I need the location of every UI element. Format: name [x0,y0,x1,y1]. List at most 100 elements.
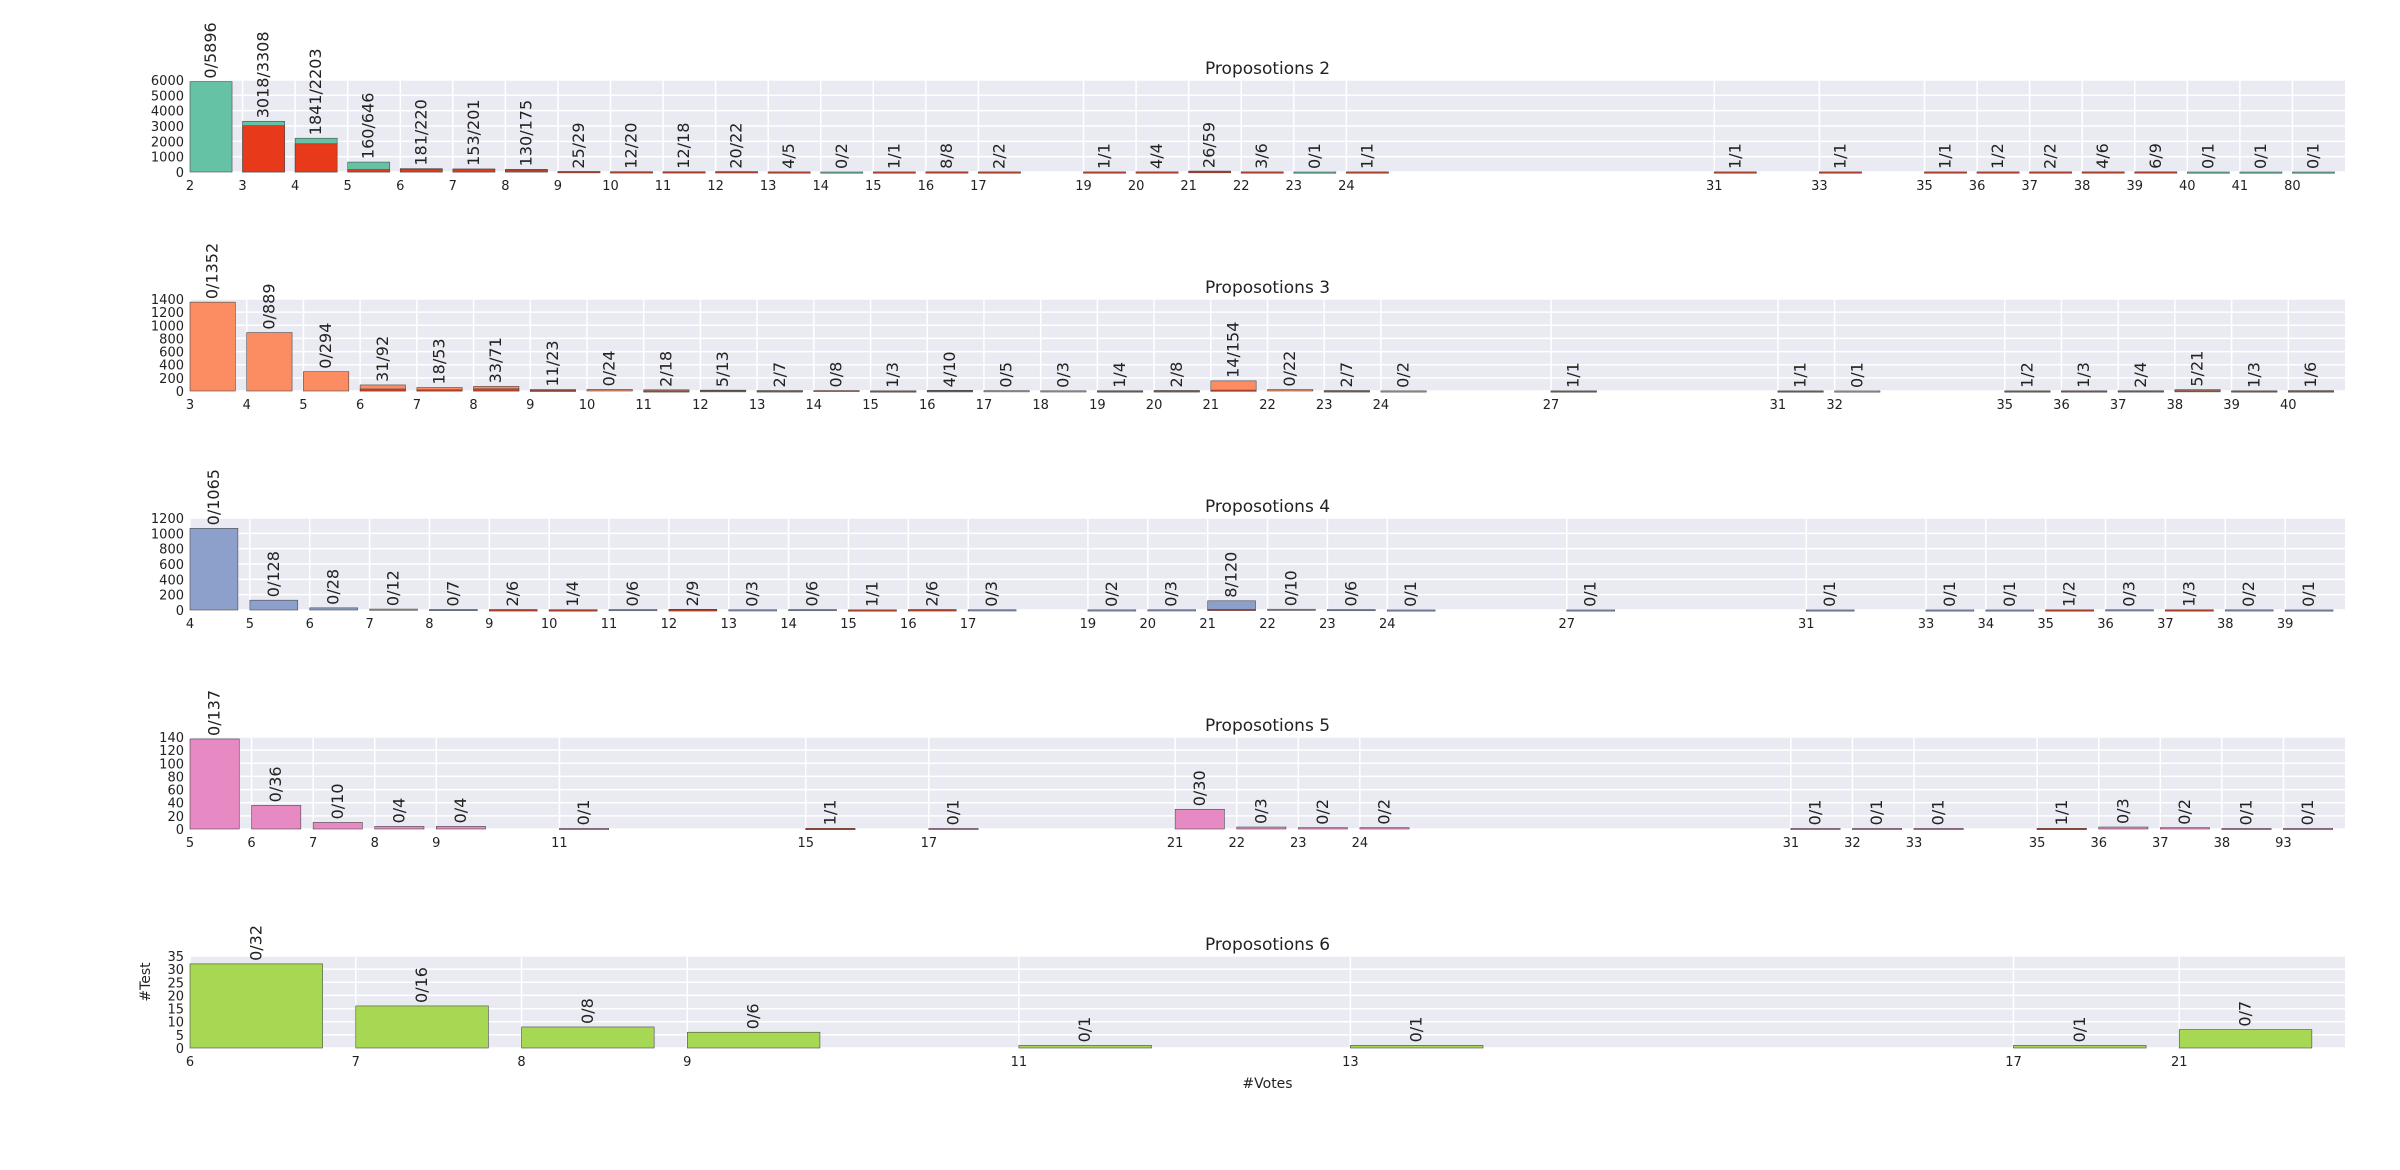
x-tick-label: 41 [2232,179,2249,194]
bar-part [1083,171,1126,174]
bar-label: 2/6 [503,581,522,607]
bar-label: 12/18 [674,123,693,169]
bar-label: 181/220 [411,99,430,165]
y-tick-label: 1000 [151,527,184,542]
x-tick-label: 15 [865,179,882,194]
bar-label: 0/1352 [203,243,222,299]
y-tick-label: 800 [159,543,184,558]
x-tick-label: 8 [501,179,509,194]
bar-label: 0/128 [264,551,283,597]
bar-label: 0/5 [997,362,1016,388]
bar-total [2013,1045,2147,1049]
x-tick-label: 12 [707,179,724,194]
bar-label: 0/1 [1075,1017,1094,1043]
x-tick-label: 38 [2074,179,2091,194]
panel-title: Proposotions 4 [1205,497,1330,517]
bar-label: 153/201 [464,99,483,165]
bar-label: 1841/2203 [306,48,325,135]
bar-total [189,738,240,830]
bar-total [435,826,486,830]
x-tick-label: 36 [2097,617,2114,632]
bar-label: 0/3 [1251,798,1270,824]
bar-part [1323,390,1370,393]
panel-5: 0/13750/3660/1070/480/490/1111/1150/1170… [159,690,2345,851]
bar-label: 1/1 [820,800,839,826]
x-tick-label: 18 [1032,398,1049,413]
bar-total [2224,609,2274,612]
bar-part [700,390,747,393]
bar-part [908,609,957,612]
bar-label: 0/8 [827,362,846,388]
x-tick-label: 9 [683,1055,691,1070]
bar-label: 3018/3308 [254,31,273,118]
x-tick-label: 5 [344,179,352,194]
x-tick-label: 21 [1199,617,1216,632]
bar-part [473,388,520,392]
bar-total [1380,390,1427,393]
y-tick-label: 0 [176,385,184,400]
bar-part [1210,389,1257,392]
bar-part [242,125,285,173]
bar-total [1207,600,1256,611]
x-tick-label: 33 [1811,179,1828,194]
bar-label: 0/137 [205,690,224,736]
bar-label: 1/4 [1110,362,1129,388]
bar-total [1040,390,1087,393]
bar-label: 1/3 [2179,581,2198,607]
x-axis-label: #Votes [1242,1076,1292,1092]
bar-total [2159,827,2210,830]
bar-label: 0/1 [1940,581,1959,607]
bar-total [1210,380,1257,392]
x-tick-label: 34 [1978,617,1995,632]
bar-label: 0/36 [266,766,285,802]
x-tick-label: 17 [970,179,987,194]
y-tick-label: 140 [159,731,184,746]
x-tick-label: 17 [960,617,977,632]
x-tick-label: 19 [1080,617,1097,632]
bar-label: 0/4 [389,798,408,824]
x-tick-label: 39 [2126,179,2143,194]
bar-label: 1/1 [1564,362,1583,388]
bar-label: 0/3 [982,581,1001,607]
x-tick-label: 15 [797,836,814,851]
x-tick-label: 19 [1075,179,1092,194]
bar-label: 0/8 [578,998,597,1024]
bar-total [1566,609,1615,612]
bar-label: 1/1 [1357,143,1376,169]
x-tick-label: 24 [1373,398,1390,413]
bar-total [1359,827,1410,830]
bar-label: 1/1 [1095,143,1114,169]
bar-total [1925,609,1975,612]
x-tick-label: 31 [1798,617,1815,632]
x-tick-label: 6 [247,836,255,851]
x-tick-label: 21 [1203,398,1220,413]
x-tick-label: 33 [1918,617,1935,632]
bar-total [728,609,777,612]
bar-total [369,608,418,611]
x-tick-label: 33 [1906,836,1923,851]
panel-2: 0/5896 2 3018/3308 3 1841/2203 4 160/646 5 181/2… [151,22,2345,194]
x-tick-label: 39 [2223,398,2240,413]
x-tick-label: 37 [2110,398,2127,413]
bar-label: 130/175 [516,100,535,166]
x-tick-label: 12 [692,398,709,413]
x-tick-label: 22 [1259,617,1276,632]
bar-part [2081,171,2125,174]
y-tick-label: 600 [159,558,184,573]
bar-label: 0/2 [1394,362,1413,388]
x-tick-label: 7 [309,836,317,851]
bar-label: 0/1 [1867,800,1886,826]
x-tick-label: 36 [2090,836,2107,851]
bar-part [925,171,969,174]
bar-label: 1/1 [2052,800,2071,826]
bar-label: 0/6 [803,581,822,607]
bar-total [374,826,425,830]
plot-background [190,737,2345,829]
x-tick-label: 40 [2280,398,2297,413]
bar-label: 1/1 [862,581,881,607]
x-tick-label: 20 [1146,398,1163,413]
x-tick-label: 7 [449,179,457,194]
x-tick-label: 24 [1338,179,1355,194]
bar-total [303,371,350,392]
x-tick-label: 21 [1167,836,1184,851]
